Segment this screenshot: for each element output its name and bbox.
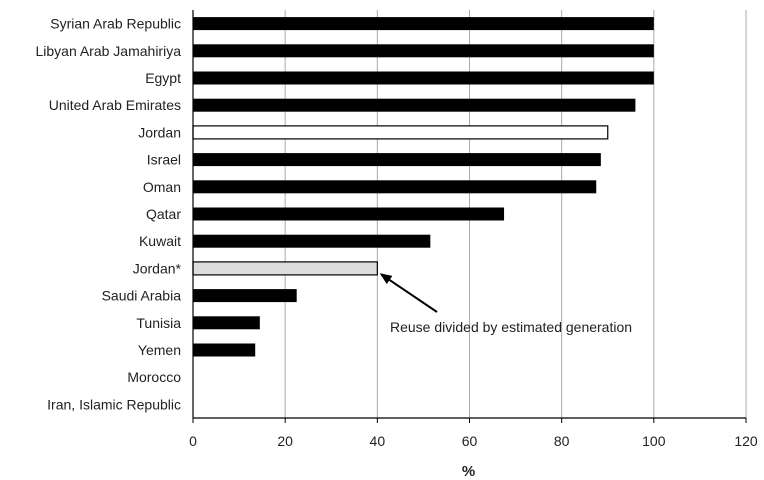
bar-libyan-arab-jamahiriya xyxy=(193,44,654,58)
annotation-text: Reuse divided by estimated generation xyxy=(390,319,632,335)
bars xyxy=(192,17,654,357)
bar-yemen xyxy=(193,343,256,357)
x-tick-labels: 0 20 40 60 80 100 120 xyxy=(189,418,758,449)
bar-israel xyxy=(193,153,601,167)
bar-tunisia xyxy=(193,316,260,330)
category-label-kuwait: Kuwait xyxy=(139,233,181,249)
category-label-syrian-arab-republic: Syrian Arab Republic xyxy=(50,16,181,32)
category-label-saudi-arabia: Saudi Arabia xyxy=(102,288,182,304)
category-label-jordan: Jordan xyxy=(138,124,181,140)
bar-jordan xyxy=(192,261,378,276)
x-tick-label-120: 120 xyxy=(734,433,758,449)
x-tick-label-100: 100 xyxy=(642,433,666,449)
annotation-arrow xyxy=(379,273,438,313)
bar-egypt xyxy=(193,71,654,85)
x-tick-label-40: 40 xyxy=(370,433,386,449)
category-label-egypt: Egypt xyxy=(145,70,181,86)
category-label-oman: Oman xyxy=(143,179,181,195)
category-labels: Syrian Arab Republic Libyan Arab Jamahiri… xyxy=(35,16,181,413)
category-label-jordan: Jordan* xyxy=(133,260,182,276)
category-label-qatar: Qatar xyxy=(146,206,181,222)
bar-qatar xyxy=(193,207,505,221)
category-label-united-arab-emirates: United Arab Emirates xyxy=(49,97,181,113)
x-tick-label-0: 0 xyxy=(189,433,197,449)
bar-jordan xyxy=(192,125,609,140)
bar-kuwait xyxy=(193,234,431,248)
annotation: Reuse divided by estimated generation xyxy=(379,273,632,335)
category-label-israel: Israel xyxy=(147,152,181,168)
category-label-iran-islamic-republic: Iran, Islamic Republic xyxy=(47,396,181,412)
bar-saudi-arabia xyxy=(193,289,297,303)
x-tick-label-80: 80 xyxy=(554,433,570,449)
category-label-morocco: Morocco xyxy=(127,369,181,385)
x-tick-label-60: 60 xyxy=(462,433,478,449)
x-tick-label-20: 20 xyxy=(277,433,293,449)
category-label-libyan-arab-jamahiriya: Libyan Arab Jamahiriya xyxy=(35,43,181,59)
category-label-yemen: Yemen xyxy=(138,342,181,358)
bar-syrian-arab-republic xyxy=(193,17,654,31)
bar-oman xyxy=(193,180,597,194)
bar-united-arab-emirates xyxy=(193,98,636,112)
category-label-tunisia: Tunisia xyxy=(136,315,181,331)
x-axis-title: % xyxy=(462,463,475,480)
